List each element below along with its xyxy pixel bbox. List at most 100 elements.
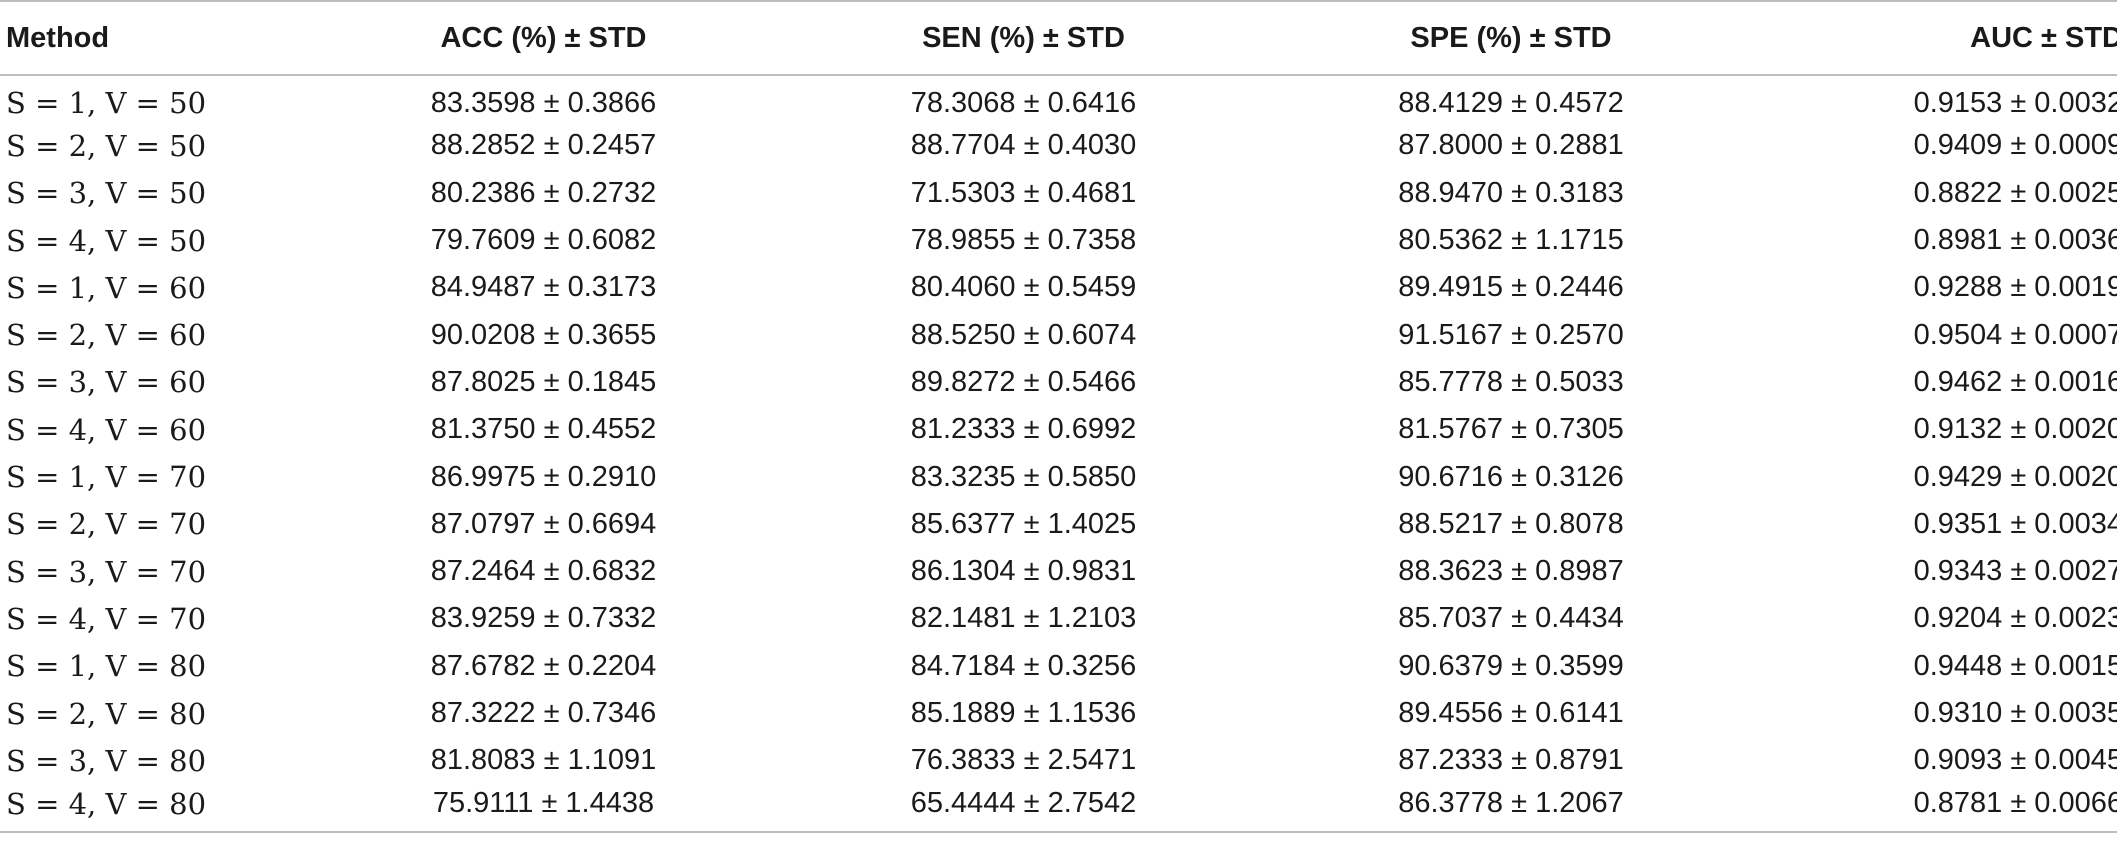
cell-acc: 88.2852 ± 0.2457	[430, 129, 657, 162]
cell-auc: 0.9409 ± 0.0009	[1913, 129, 2117, 162]
cell-method: S = 1, V = 70	[6, 460, 207, 495]
cell-auc: 0.8822 ± 0.0025	[1913, 176, 2117, 209]
cell-spe: 85.7778 ± 0.5033	[1398, 365, 1624, 398]
table-row: S = 3, V = 60 87.8025 ± 0.1845 89.8272 ±…	[0, 359, 2117, 406]
cell-auc: 0.9343 ± 0.0027	[1913, 555, 2117, 588]
results-table: Method ACC (%) ± STD SEN (%) ± STD SPE (…	[0, 0, 2117, 833]
cell-sen: 83.3235 ± 0.5850	[910, 460, 1137, 493]
cell-spe: 88.9470 ± 0.3183	[1398, 176, 1624, 209]
table-row: S = 1, V = 60 84.9487 ± 0.3173 80.4060 ±…	[0, 264, 2117, 311]
cell-method: S = 2, V = 80	[6, 696, 207, 731]
cell-spe: 88.3623 ± 0.8987	[1398, 555, 1624, 588]
cell-acc: 90.0208 ± 0.3655	[430, 318, 657, 351]
cell-sen: 88.5250 ± 0.6074	[910, 318, 1137, 351]
cell-acc: 80.2386 ± 0.2732	[430, 176, 657, 209]
cell-auc: 0.9448 ± 0.0015	[1913, 649, 2117, 682]
cell-auc: 0.9310 ± 0.0035	[1913, 697, 2117, 729]
cell-spe: 85.7037 ± 0.4434	[1398, 602, 1624, 635]
cell-auc: 0.9429 ± 0.0020	[1913, 460, 2117, 493]
cell-auc: 0.8981 ± 0.0036	[1913, 224, 2117, 257]
cell-method: S = 3, V = 80	[6, 743, 207, 778]
cell-sen: 88.7704 ± 0.4030	[910, 129, 1137, 162]
cell-sen: 86.1304 ± 0.9831	[910, 555, 1137, 588]
cell-sen: 65.4444 ± 2.7542	[781, 784, 1266, 833]
table-row: S = 2, V = 50 88.2852 ± 0.2457 88.7704 ±…	[0, 122, 2117, 169]
cell-sen: 76.3833 ± 2.5471	[910, 744, 1137, 777]
table-row: S = 2, V = 60 90.0208 ± 0.3655 88.5250 ±…	[0, 311, 2117, 358]
cell-method: S = 3, V = 50	[6, 176, 207, 211]
cell-sen: 89.8272 ± 0.5466	[910, 365, 1137, 398]
cell-spe: 89.4556 ± 0.6141	[1398, 697, 1624, 729]
cell-sen: 81.2333 ± 0.6992	[910, 413, 1137, 446]
cell-acc: 81.8083 ± 1.1091	[430, 744, 657, 777]
cell-sen: 78.9855 ± 0.7358	[910, 224, 1137, 257]
cell-auc: 0.9288 ± 0.0019	[1913, 271, 2117, 304]
table-row: S = 3, V = 50 80.2386 ± 0.2732 71.5303 ±…	[0, 170, 2117, 217]
cell-spe: 88.4129 ± 0.4572	[1398, 86, 1624, 119]
table-row: S = 4, V = 80 75.9111 ± 1.4438 65.4444 ±…	[0, 784, 2117, 833]
header-auc: AUC ± STD	[1756, 0, 2117, 76]
cell-sen: 85.1889 ± 1.1536	[910, 697, 1137, 729]
cell-acc: 84.9487 ± 0.3173	[430, 271, 657, 304]
cell-auc: 0.9093 ± 0.0045	[1913, 744, 2117, 777]
cell-auc: 0.9462 ± 0.0016	[1913, 365, 2117, 398]
header-spe: SPE (%) ± STD	[1266, 0, 1756, 76]
cell-method: S = 4, V = 60	[6, 412, 207, 447]
cell-spe: 90.6716 ± 0.3126	[1398, 460, 1624, 493]
cell-auc: 0.9153 ± 0.0032	[1913, 86, 2117, 119]
table-row: S = 3, V = 70 87.2464 ± 0.6832 86.1304 ±…	[0, 548, 2117, 595]
cell-spe: 87.2333 ± 0.8791	[1398, 744, 1624, 777]
cell-method: S = 1, V = 60	[6, 270, 207, 305]
cell-spe: 86.3778 ± 1.2067	[1266, 784, 1756, 833]
cell-auc: 0.9132 ± 0.0020	[1913, 413, 2117, 446]
cell-method: S = 4, V = 80	[0, 784, 306, 833]
cell-acc: 86.9975 ± 0.2910	[430, 460, 657, 493]
header-sen: SEN (%) ± STD	[781, 0, 1266, 76]
table-row: S = 1, V = 80 87.6782 ± 0.2204 84.7184 ±…	[0, 643, 2117, 690]
cell-method: S = 1, V = 50	[6, 86, 207, 121]
header-acc: ACC (%) ± STD	[306, 0, 781, 76]
cell-auc: 0.9504 ± 0.0007	[1913, 318, 2117, 351]
cell-spe: 89.4915 ± 0.2446	[1398, 271, 1624, 304]
cell-spe: 87.8000 ± 0.2881	[1398, 129, 1624, 162]
table-row: S = 4, V = 50 79.7609 ± 0.6082 78.9855 ±…	[0, 217, 2117, 264]
cell-acc: 87.0797 ± 0.6694	[430, 507, 657, 540]
header-row: Method ACC (%) ± STD SEN (%) ± STD SPE (…	[0, 0, 2117, 76]
cell-method: S = 4, V = 70	[6, 601, 207, 636]
table-header: Method ACC (%) ± STD SEN (%) ± STD SPE (…	[0, 0, 2117, 76]
table-row: S = 1, V = 70 86.9975 ± 0.2910 83.3235 ±…	[0, 453, 2117, 500]
cell-sen: 84.7184 ± 0.3256	[910, 649, 1137, 682]
header-method: Method	[0, 0, 306, 76]
table-body: S = 1, V = 50 83.3598 ± 0.3866 78.3068 ±…	[0, 75, 2117, 833]
cell-method: S = 2, V = 50	[6, 128, 207, 163]
cell-sen: 85.6377 ± 1.4025	[910, 507, 1137, 540]
cell-spe: 91.5167 ± 0.2570	[1398, 318, 1624, 351]
cell-method: S = 3, V = 60	[6, 365, 207, 400]
cell-acc: 83.9259 ± 0.7332	[430, 602, 657, 635]
table-row: S = 4, V = 70 83.9259 ± 0.7332 82.1481 ±…	[0, 595, 2117, 642]
cell-method: S = 2, V = 60	[6, 318, 207, 353]
cell-auc: 0.8781 ± 0.0066	[1756, 784, 2117, 833]
table-row: S = 2, V = 80 87.3222 ± 0.7346 85.1889 ±…	[0, 690, 2117, 737]
cell-acc: 79.7609 ± 0.6082	[430, 224, 657, 257]
cell-auc: 0.9351 ± 0.0034	[1913, 507, 2117, 540]
table-row: S = 1, V = 50 83.3598 ± 0.3866 78.3068 ±…	[0, 75, 2117, 122]
table-row: S = 4, V = 60 81.3750 ± 0.4552 81.2333 ±…	[0, 406, 2117, 453]
cell-method: S = 3, V = 70	[6, 554, 207, 589]
cell-acc: 75.9111 ± 1.4438	[306, 784, 781, 833]
cell-sen: 82.1481 ± 1.2103	[910, 602, 1137, 635]
table-row: S = 3, V = 80 81.8083 ± 1.1091 76.3833 ±…	[0, 737, 2117, 784]
cell-acc: 87.6782 ± 0.2204	[430, 649, 657, 682]
cell-sen: 71.5303 ± 0.4681	[910, 176, 1137, 209]
cell-sen: 78.3068 ± 0.6416	[910, 86, 1137, 119]
cell-method: S = 1, V = 80	[6, 649, 207, 684]
cell-acc: 81.3750 ± 0.4552	[430, 413, 657, 446]
cell-spe: 90.6379 ± 0.3599	[1398, 649, 1624, 682]
cell-acc: 87.8025 ± 0.1845	[430, 365, 657, 398]
cell-acc: 83.3598 ± 0.3866	[430, 86, 657, 119]
cell-acc: 87.2464 ± 0.6832	[430, 555, 657, 588]
cell-sen: 80.4060 ± 0.5459	[910, 271, 1137, 304]
cell-method: S = 2, V = 70	[6, 507, 207, 542]
cell-spe: 80.5362 ± 1.1715	[1398, 224, 1624, 257]
